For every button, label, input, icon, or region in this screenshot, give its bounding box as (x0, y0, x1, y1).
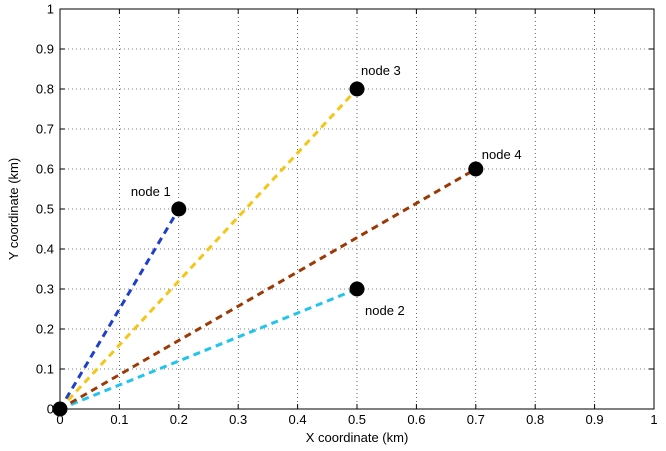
x-tick-label: 1 (650, 412, 657, 427)
y-tick-label: 0 (47, 402, 54, 417)
node-label-4: node 4 (482, 147, 522, 162)
y-tick-label: 0.9 (36, 42, 54, 57)
y-axis-label: Y coordinate (km) (6, 158, 21, 260)
x-axis-label: X coordinate (km) (306, 430, 409, 445)
y-tick-label: 1 (47, 2, 54, 17)
x-tick-label: 0.7 (467, 412, 485, 427)
x-tick-label: 0.4 (289, 412, 307, 427)
node-label-3: node 3 (361, 63, 401, 78)
node-marker-1 (171, 201, 187, 217)
node-marker-4 (468, 161, 484, 177)
y-tick-label: 0.1 (36, 362, 54, 377)
link-line-node-3 (58, 87, 359, 411)
node-label-2: node 2 (365, 303, 405, 318)
x-tick-label: 0.5 (348, 412, 366, 427)
link-line-node-1 (58, 208, 181, 410)
x-tick-label: 0.2 (170, 412, 188, 427)
node-marker-3 (349, 81, 365, 97)
x-tick-label: 0.8 (526, 412, 544, 427)
x-tick-label: 0.1 (110, 412, 128, 427)
tick-layer: 0 0.1 0.2 0.3 0.4 0.5 0.6 0.7 0.8 0.9 1 0 0.1 0.2 0.3 0… (36, 2, 658, 428)
y-tick-label: 0.6 (36, 162, 54, 177)
y-tick-label: 0.7 (36, 122, 54, 137)
x-tick-label: 0.9 (586, 412, 604, 427)
y-tick-label: 0.2 (36, 322, 54, 337)
plot-area-frame (59, 8, 655, 410)
y-tick-label: 0.4 (36, 242, 54, 257)
y-tick-label: 0.8 (36, 82, 54, 97)
node-marker-2 (349, 281, 365, 297)
series-layer (58, 87, 477, 411)
link-line-node-4 (59, 167, 477, 411)
y-tick-label: 0.5 (36, 202, 54, 217)
y-tick-label: 0.3 (36, 282, 54, 297)
grid-layer (60, 9, 654, 409)
link-line-node-2 (59, 287, 358, 411)
x-tick-label: 0.3 (229, 412, 247, 427)
node-label-1: node 1 (131, 184, 171, 199)
x-tick-label: 0.6 (407, 412, 425, 427)
marker-layer: node 1 node 2 node 3 node 4 (52, 63, 522, 417)
x-tick-label: 0 (56, 412, 63, 427)
